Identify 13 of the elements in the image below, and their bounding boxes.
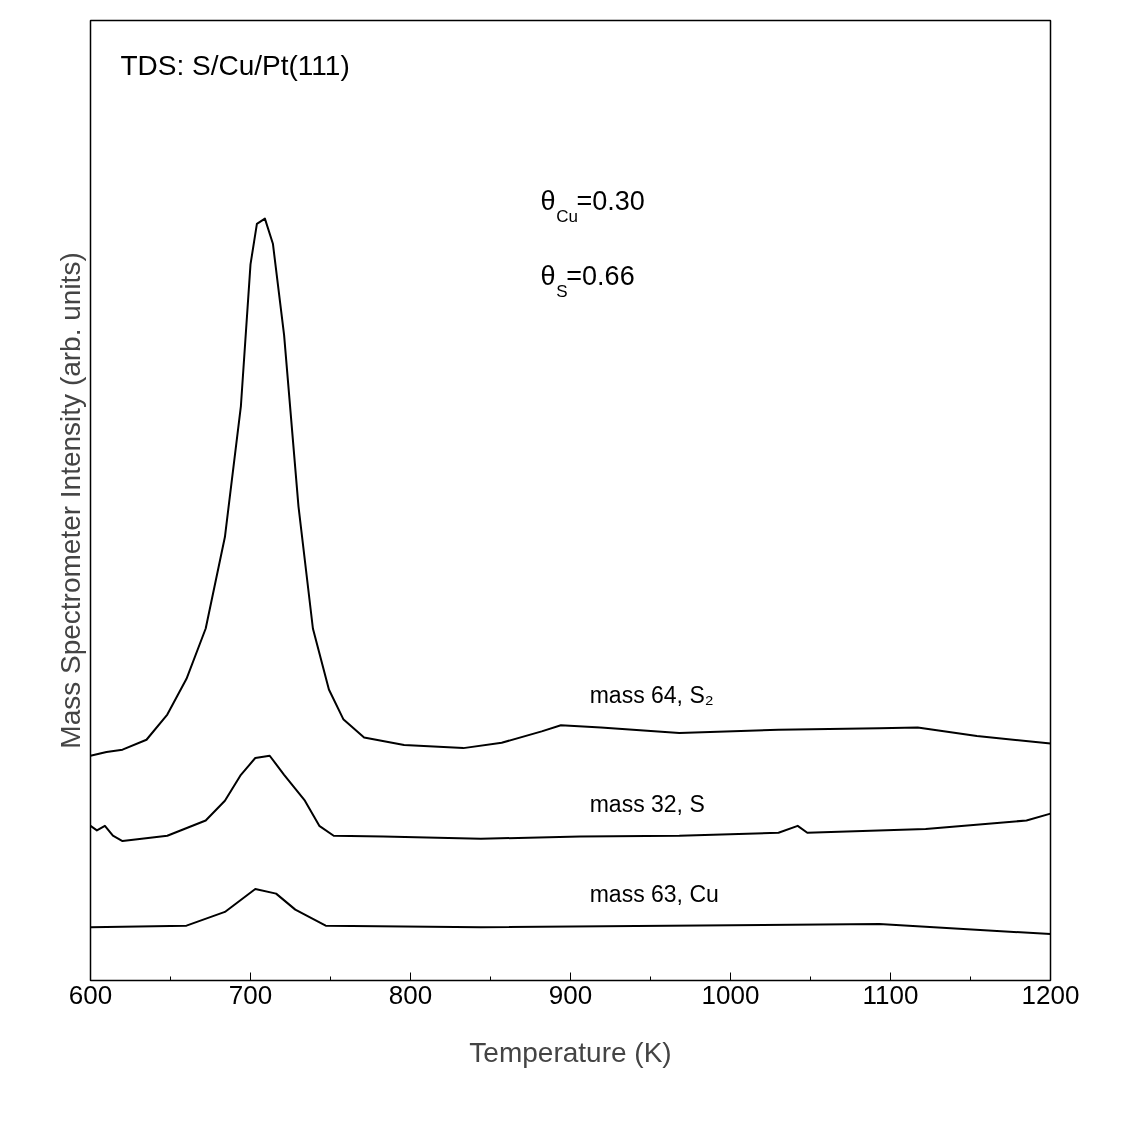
- series-label: mass 32, S: [589, 791, 705, 818]
- series-label: mass 64, S₂: [589, 681, 714, 708]
- series-label: mass 63, Cu: [589, 881, 719, 908]
- x-tick-label: 700: [228, 979, 273, 1010]
- x-tick-label: 800: [388, 979, 433, 1010]
- text: TDS: S/Cu/Pt(111): [120, 49, 350, 81]
- x-tick-label: 600: [68, 979, 113, 1010]
- y-axis-title: Mass Spectrometer Intensity (arb. units): [54, 252, 86, 749]
- x-tick-label: 900: [548, 979, 593, 1010]
- x-tick-label: 1000: [701, 979, 760, 1010]
- x-tick-label: 1200: [1021, 979, 1080, 1010]
- x-axis-title: Temperature (K): [469, 1036, 672, 1068]
- x-tick-label: 1100: [862, 979, 919, 1010]
